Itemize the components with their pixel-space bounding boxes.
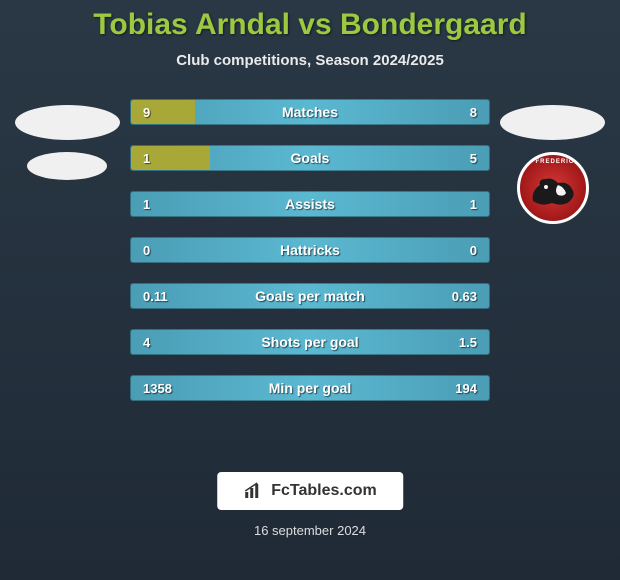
stat-row: 1 Goals 5 — [130, 145, 490, 171]
stats-container: 9 Matches 8 1 Goals 5 1 Assists 1 0 Hatt… — [0, 99, 620, 401]
watermark-badge: FcTables.com — [217, 472, 403, 510]
stat-label: Hattricks — [131, 238, 489, 262]
stat-row: 0 Hattricks 0 — [130, 237, 490, 263]
date-text: 16 september 2024 — [0, 523, 620, 538]
page-title: Tobias Arndal vs Bondergaard — [0, 0, 620, 42]
stat-label: Matches — [131, 100, 489, 124]
stat-row: 9 Matches 8 — [130, 99, 490, 125]
watermark-text: FcTables.com — [271, 482, 377, 500]
stat-label: Goals — [131, 146, 489, 170]
stat-label: Assists — [131, 192, 489, 216]
chart-icon — [243, 482, 263, 500]
value-right: 194 — [455, 376, 477, 400]
value-right: 0.63 — [452, 284, 477, 308]
stat-row: 1358 Min per goal 194 — [130, 375, 490, 401]
value-right: 5 — [470, 146, 477, 170]
value-right: 1 — [470, 192, 477, 216]
stat-label: Goals per match — [131, 284, 489, 308]
stat-row: 0.11 Goals per match 0.63 — [130, 283, 490, 309]
value-right: 1.5 — [459, 330, 477, 354]
page-subtitle: Club competitions, Season 2024/2025 — [0, 52, 620, 69]
stat-row: 4 Shots per goal 1.5 — [130, 329, 490, 355]
value-right: 0 — [470, 238, 477, 262]
stat-label: Shots per goal — [131, 330, 489, 354]
stat-row: 1 Assists 1 — [130, 191, 490, 217]
stat-label: Min per goal — [131, 376, 489, 400]
value-right: 8 — [470, 100, 477, 124]
